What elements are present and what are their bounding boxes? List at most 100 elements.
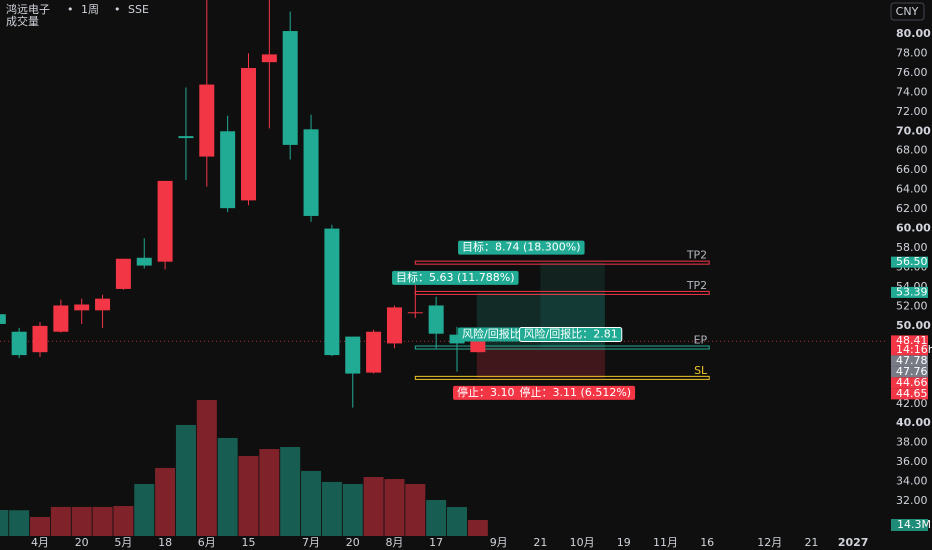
candle-body [11, 331, 27, 356]
x-tick-label: 10月 [570, 536, 595, 549]
y-tick-label: 66.00 [896, 163, 928, 176]
symbol: 鸿远电子 [6, 2, 50, 16]
volume-bar [426, 499, 447, 536]
candle-body [0, 314, 6, 324]
volume-title: 成交量 [6, 14, 39, 28]
badge-label: 停止：3.10 (6. [457, 385, 533, 399]
price-label-text: 44.65 [896, 387, 928, 400]
level-label: TP2 [686, 279, 707, 292]
y-tick-label: 72.00 [896, 105, 928, 118]
volume-bar [363, 477, 384, 536]
candle-body [241, 68, 256, 201]
badge-label: 目标：5.63 (11.788%) [396, 270, 515, 284]
volume-bar [134, 483, 155, 536]
price-countdown: 14:16h [896, 343, 932, 356]
candle-body [220, 131, 236, 209]
candle-body [386, 307, 402, 344]
x-tick-label: 15 [242, 536, 256, 549]
volume-bar [238, 455, 259, 536]
candle-body [324, 228, 340, 356]
badge [519, 327, 623, 343]
exchange: SSE [128, 3, 149, 16]
x-tick-label: 19 [617, 536, 631, 549]
badge-label: 停止：3.11 (6.512%) [520, 385, 632, 399]
x-tick-label: 21 [533, 536, 547, 549]
volume-bar [467, 519, 488, 536]
volume-bar [259, 449, 280, 536]
x-tick-label: 4月 [31, 536, 49, 549]
candle-body [428, 305, 444, 334]
price-label-text: 47.78 [896, 354, 928, 367]
candle-body [53, 305, 69, 332]
y-tick-label: 32.00 [896, 494, 928, 507]
y-tick-label: 52.00 [896, 299, 928, 312]
volume-label-text: 14.3M [897, 518, 931, 531]
x-tick-label: 11月 [653, 536, 678, 549]
volume-bar [9, 510, 30, 536]
y-tick-label: 38.00 [896, 436, 928, 449]
candle-body [407, 312, 423, 314]
y-tick-label: 76.00 [896, 66, 928, 79]
y-tick-label: 42.00 [896, 397, 928, 410]
price-label-text: 47.76 [896, 365, 928, 378]
candle-body [74, 304, 90, 311]
badge [458, 240, 585, 255]
badge-label: 目标：8.74 (18.300%) [462, 240, 581, 254]
level-line [414, 260, 710, 265]
volume-bar [384, 479, 405, 536]
x-tick-label: 2027 [838, 536, 869, 549]
candle-body [366, 331, 382, 373]
y-tick-label: 50.00 [896, 319, 931, 332]
x-tick-label: 21 [804, 536, 818, 549]
volume-bar [50, 506, 71, 536]
candle-body [282, 31, 298, 145]
level-label: SL [694, 364, 708, 377]
volume-bar [155, 467, 176, 536]
price-label [891, 335, 928, 356]
badge [515, 385, 636, 400]
price-label [891, 366, 928, 378]
volume-bar [405, 483, 426, 536]
volume-price-label [891, 518, 928, 531]
y-tick-label: 80.00 [896, 27, 931, 40]
candle-body [199, 84, 215, 157]
price-label-text: 53.39 [896, 285, 928, 298]
price-label-text: 48.41 [896, 334, 928, 347]
y-tick-label: 58.00 [896, 241, 928, 254]
y-tick-label: 34.00 [896, 475, 928, 488]
price-label-text: 56.50 [896, 255, 928, 268]
x-tick-label: 8月 [385, 536, 403, 549]
price-label [891, 256, 928, 268]
plot-area: TP2 TP2 EP SL 目标：8.74 (18.300%) 目标：5.63 (11.7… [0, 0, 886, 536]
badge [392, 270, 519, 285]
x-tick-label: 12月 [757, 536, 782, 549]
volume-bar [71, 506, 92, 536]
volume-bar [113, 506, 134, 536]
candle-body [157, 180, 173, 262]
y-tick-label: 60.00 [896, 222, 931, 235]
volume-bar [217, 437, 238, 536]
candle-body [136, 257, 152, 266]
y-tick-label: 78.00 [896, 46, 928, 59]
candle-body [449, 334, 465, 344]
price-label [891, 377, 928, 389]
candle-body [115, 258, 131, 289]
interval: 1周 [81, 3, 99, 16]
x-tick-label: 5月 [114, 536, 132, 549]
volume-bar [447, 507, 467, 536]
x-tick-label: 20 [346, 536, 360, 549]
level-line [414, 375, 710, 380]
currency[interactable]: CNY [896, 5, 919, 18]
price-label [891, 286, 928, 298]
candle-body [95, 298, 111, 311]
volume-bar [30, 516, 50, 536]
volume-bar [196, 400, 217, 536]
volume-bar [321, 481, 342, 536]
price-label [891, 355, 928, 367]
x-tick-label: 17 [429, 536, 443, 549]
candle-body [32, 325, 48, 353]
candle-body [178, 136, 194, 139]
y-tick-label: 68.00 [896, 144, 928, 157]
currency-button[interactable] [890, 2, 925, 21]
